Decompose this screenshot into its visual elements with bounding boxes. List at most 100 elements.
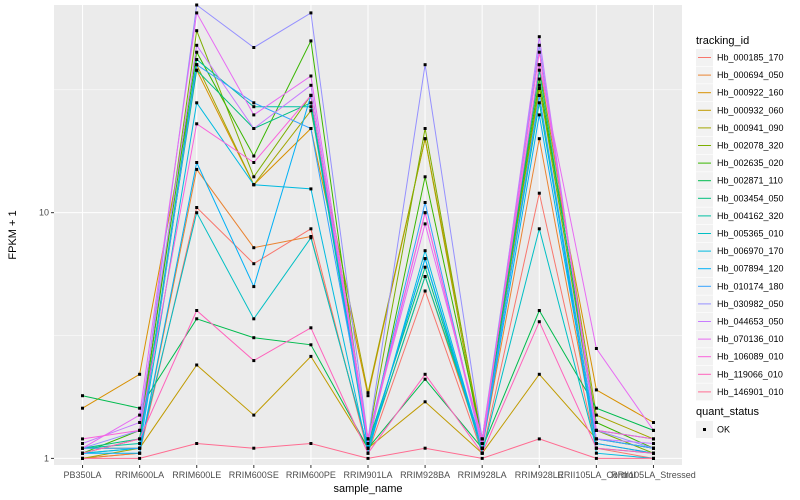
- legend-label: Hb_070136_010: [717, 334, 784, 344]
- data-point: [537, 68, 541, 72]
- data-point: [252, 105, 256, 109]
- data-point: [537, 113, 541, 117]
- data-point: [309, 187, 313, 191]
- data-point: [423, 275, 427, 278]
- data-point: [309, 326, 313, 330]
- legend-title: tracking_id: [696, 35, 749, 47]
- data-point: [423, 211, 427, 215]
- legend-label: Hb_000185_170: [717, 53, 784, 63]
- data-point: [537, 93, 541, 97]
- data-points: [81, 3, 655, 460]
- data-point: [81, 451, 84, 455]
- data-point: [366, 437, 370, 441]
- data-point: [366, 456, 370, 460]
- data-point: [423, 265, 427, 269]
- data-point: [537, 101, 541, 105]
- data-point: [309, 74, 313, 78]
- legend-label: Hb_005365_010: [717, 229, 784, 239]
- data-point: [366, 442, 370, 445]
- legend-label: Hb_002635_020: [717, 158, 784, 168]
- legend-label: Hb_000694_050: [717, 70, 784, 80]
- data-point: [537, 137, 541, 141]
- data-point: [594, 421, 598, 424]
- y-tick-label: 10: [39, 208, 49, 218]
- data-point: [423, 400, 427, 404]
- data-point: [652, 442, 655, 445]
- data-point: [537, 372, 541, 376]
- data-point: [594, 451, 598, 455]
- data-point: [537, 50, 541, 54]
- data-point: [309, 109, 313, 113]
- data-point: [195, 206, 199, 209]
- data-point: [652, 428, 655, 432]
- data-point: [252, 154, 256, 158]
- data-point: [195, 317, 199, 321]
- shape-legend-swatch: [703, 428, 706, 431]
- data-point: [537, 77, 541, 81]
- legend-quant-status: quant_status OK: [696, 406, 759, 438]
- data-point: [252, 359, 256, 363]
- data-point: [594, 406, 598, 410]
- data-point: [366, 451, 370, 455]
- data-point: [423, 63, 427, 67]
- data-point: [81, 456, 84, 460]
- data-point: [537, 87, 541, 90]
- x-tick-label: RRIM600PE: [286, 470, 336, 480]
- x-axis: PB350LA RRIM600LA RRIM600LE RRIM600SE RRIM60…: [64, 465, 696, 480]
- data-point: [366, 446, 370, 450]
- data-point: [594, 347, 598, 350]
- data-point: [423, 372, 427, 376]
- data-point: [309, 39, 313, 43]
- data-point: [423, 446, 427, 450]
- data-point: [480, 446, 484, 450]
- data-point: [252, 336, 256, 340]
- data-point: [195, 167, 199, 171]
- data-point: [309, 343, 313, 347]
- x-tick-label: RRIM901LA: [343, 470, 392, 480]
- data-point: [195, 442, 199, 445]
- legend-label: Hb_044653_050: [717, 317, 784, 327]
- data-point: [195, 101, 199, 105]
- x-tick-label: RRIM600LA: [115, 470, 164, 480]
- legend-label: Hb_000941_090: [717, 123, 784, 133]
- data-point: [138, 413, 142, 417]
- data-point: [252, 246, 256, 250]
- data-point: [594, 446, 598, 450]
- data-point: [309, 236, 313, 240]
- data-point: [537, 35, 541, 39]
- legend-label: Hb_004162_320: [717, 211, 784, 221]
- y-axis-title: FPKM + 1: [7, 210, 19, 259]
- data-point: [195, 43, 199, 47]
- x-tick-label: RRII105LA_Stressed: [611, 470, 696, 480]
- data-point: [81, 446, 84, 450]
- data-point: [537, 320, 541, 324]
- data-point: [309, 227, 313, 231]
- data-point: [138, 446, 142, 450]
- data-point: [537, 227, 541, 231]
- data-point: [309, 442, 313, 445]
- data-point: [195, 11, 199, 15]
- shape-legend-title: quant_status: [696, 406, 759, 418]
- data-point: [252, 183, 256, 187]
- data-point: [195, 122, 199, 126]
- legend-label: Hb_106089_010: [717, 352, 784, 362]
- x-tick-label: RRIM928LA: [458, 470, 507, 480]
- data-point: [366, 394, 370, 398]
- x-tick-label: RRII105LA_Control: [557, 470, 635, 480]
- data-point: [309, 105, 313, 109]
- data-point: [537, 437, 541, 441]
- data-point: [81, 442, 84, 445]
- data-point: [423, 127, 427, 130]
- x-tick-label: PB350LA: [64, 470, 102, 480]
- shape-legend-label: OK: [717, 425, 730, 435]
- data-point: [423, 289, 427, 293]
- data-point: [195, 58, 199, 61]
- data-point: [195, 211, 199, 215]
- y-tick-label: 1: [44, 453, 49, 463]
- data-point: [652, 456, 655, 460]
- data-point: [423, 137, 427, 141]
- data-point: [195, 363, 199, 367]
- legend-label: Hb_010174_180: [717, 281, 784, 291]
- data-point: [138, 456, 142, 460]
